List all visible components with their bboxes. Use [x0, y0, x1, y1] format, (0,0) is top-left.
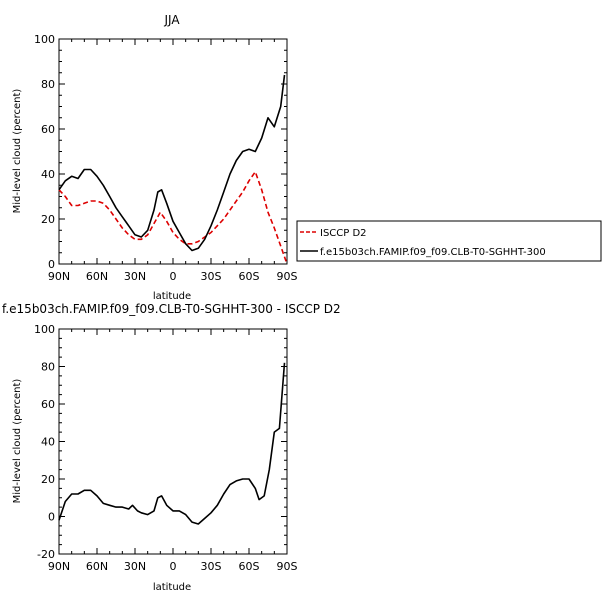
top-y-axis-label: Mid-level cloud (percent) [12, 89, 23, 214]
y-tick-label: 0 [48, 258, 55, 271]
x-tick-label: 90S [277, 560, 298, 573]
x-tick-label: 60N [86, 270, 108, 283]
y-tick-label: 60 [41, 398, 55, 411]
bottom-panel: f.e15b03ch.FAMIP.f09_f09.CLB-T0-SGHHT-30… [2, 302, 341, 593]
y-tick-label: 100 [34, 33, 55, 46]
top-x-ticks: 90N 60N 30N 0 30S 60S 90S [48, 39, 298, 283]
legend-label-model: f.e15b03ch.FAMIP.f09_f09.CLB-T0-SGHHT-30… [320, 247, 546, 258]
top-series-lines [58, 74, 288, 265]
top-plot-frame [58, 38, 288, 265]
y-tick-label: 60 [41, 123, 55, 136]
top-series-line-0 [58, 171, 288, 265]
y-tick-label: 40 [41, 168, 55, 181]
y-tick-label: -20 [37, 548, 55, 561]
bottom-series-lines [58, 362, 286, 525]
x-tick-label: 90S [277, 270, 298, 283]
top-chart-title: JJA [163, 13, 180, 27]
bottom-x-axis-label: latitude [153, 582, 191, 593]
top-y-ticks: 0 20 40 60 80 100 [34, 33, 287, 271]
x-tick-label: 60N [86, 560, 108, 573]
x-tick-label: 30S [201, 270, 222, 283]
y-tick-label: 0 [48, 511, 55, 524]
y-tick-label: 40 [41, 436, 55, 449]
legend-label-isccp: ISCCP D2 [320, 228, 367, 239]
bottom-chart-title: f.e15b03ch.FAMIP.f09_f09.CLB-T0-SGHHT-30… [2, 302, 341, 316]
top-panel: JJA 0 20 40 60 80 100 90N 60N 30N 0 30S 60S 90S lat… [12, 13, 298, 302]
legend: ISCCP D2 f.e15b03ch.FAMIP.f09_f09.CLB-T0… [296, 220, 602, 262]
x-tick-label: 30N [124, 560, 146, 573]
legend-box [296, 220, 602, 262]
bottom-x-ticks: 90N 60N 30N 0 30S 60S 90S [48, 329, 298, 573]
y-tick-label: 100 [34, 323, 55, 336]
top-x-axis-label: latitude [153, 291, 191, 302]
bottom-series-line-0 [58, 362, 286, 525]
x-tick-label: 90N [48, 270, 70, 283]
x-tick-label: 0 [170, 560, 177, 573]
x-tick-label: 30N [124, 270, 146, 283]
y-tick-label: 80 [41, 78, 55, 91]
bottom-y-ticks: -20 0 20 40 60 80 100 [34, 323, 287, 561]
top-series-line-1 [58, 74, 286, 252]
x-tick-label: 30S [201, 560, 222, 573]
bottom-y-axis-label: Mid-level cloud (percent) [12, 379, 23, 504]
bottom-plot-frame [58, 328, 288, 555]
y-tick-label: 20 [41, 213, 55, 226]
x-tick-label: 0 [170, 270, 177, 283]
x-tick-label: 90N [48, 560, 70, 573]
x-tick-label: 60S [239, 270, 260, 283]
y-tick-label: 80 [41, 361, 55, 374]
y-tick-label: 20 [41, 473, 55, 486]
x-tick-label: 60S [239, 560, 260, 573]
